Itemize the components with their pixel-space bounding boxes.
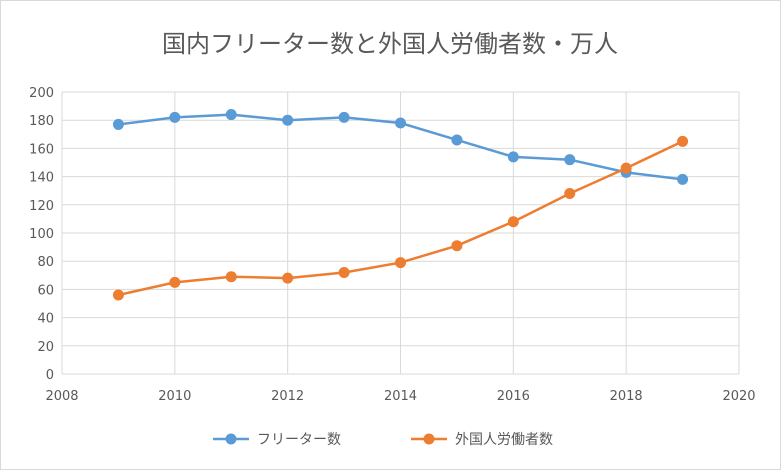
data-point-2-2009 [112,289,124,301]
data-point-1-2017 [564,154,576,166]
legend-marker-2 [423,433,435,445]
legend-marker-1 [225,433,237,445]
data-point-2-2014 [395,257,406,269]
x-tick-label-2014: 2014 [384,389,417,404]
legend-label-1: フリーター数 [257,432,341,448]
y-tick-label-160: 160 [29,142,54,157]
data-point-1-2014 [395,117,406,129]
x-tick-label-2008: 2008 [45,389,78,404]
y-tick-label-200: 200 [29,86,54,101]
data-point-2-2016 [507,216,519,228]
data-point-1-2013 [338,111,350,123]
y-tick-label-0: 0 [46,368,54,383]
y-tick-label-40: 40 [37,312,54,327]
data-point-2-2018 [620,162,632,174]
data-point-2-2019 [677,135,689,147]
data-point-2-2017 [564,188,576,200]
data-point-1-2012 [282,114,294,126]
data-point-1-2010 [169,111,181,123]
y-tick-label-180: 180 [29,114,54,129]
data-point-1-2019 [677,173,689,185]
x-axis-ticks: 2008 2010 2012 2014 2016 2018 2020 [45,389,755,404]
y-tick-label-100: 100 [29,227,54,242]
y-tick-label-20: 20 [37,340,54,355]
series-layer [112,109,689,301]
x-tick-label-2010: 2010 [158,389,191,404]
x-tick-label-2020: 2020 [722,389,755,404]
data-point-1-2009 [112,118,124,130]
y-tick-label-140: 140 [29,171,54,186]
gridlines [61,91,740,375]
y-tick-label-60: 60 [37,283,54,298]
y-axis-ticks: 0 20 40 60 80 100 120 140 160 180 200 [29,86,54,383]
data-point-2-2013 [338,266,350,278]
x-tick-label-2016: 2016 [497,389,530,404]
data-point-1-2011 [225,109,237,121]
x-tick-label-2018: 2018 [610,389,643,404]
x-tick-label-2012: 2012 [271,389,304,404]
y-tick-label-80: 80 [37,255,54,270]
data-point-2-2010 [169,276,181,288]
series-2 [112,135,689,301]
legend-label-2: 外国人労働者数 [455,432,553,448]
series-1 [112,109,689,185]
legend: フリーター数 外国人労働者数 [213,432,553,448]
data-point-1-2015 [451,134,463,146]
data-point-2-2015 [451,240,463,252]
chart-title: 国内フリーター数と外国人労働者数・万人 [162,30,618,58]
data-point-2-2011 [225,271,237,283]
data-point-2-2012 [282,272,294,284]
data-point-1-2016 [507,151,519,163]
y-tick-label-120: 120 [29,199,54,214]
